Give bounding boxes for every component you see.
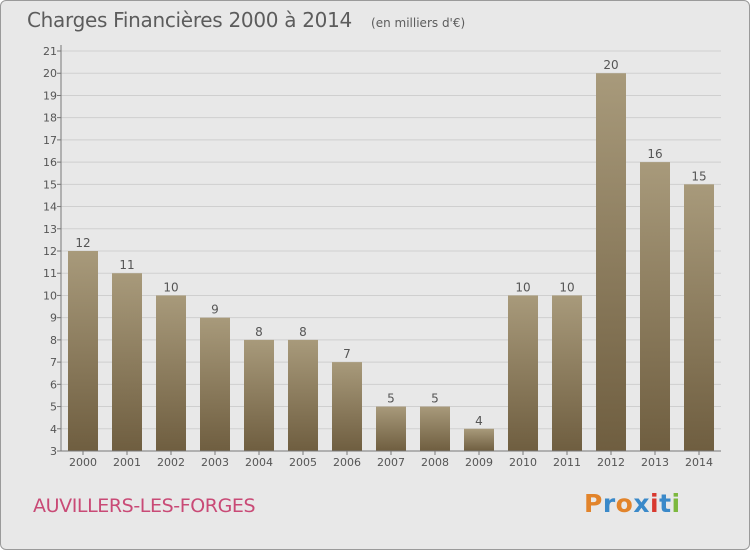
bar-value-label: 11 [119, 258, 134, 272]
bar [508, 295, 538, 451]
commune-name: AUVILLERS-LES-FORGES [33, 495, 256, 517]
bar-value-label: 9 [211, 303, 219, 317]
x-tick-label: 2005 [289, 456, 317, 469]
x-tick-label: 2001 [113, 456, 141, 469]
logo-letter: i [671, 489, 681, 518]
logo-letter: x [633, 489, 650, 518]
bar-value-label: 8 [299, 325, 307, 339]
logo-letter: t [659, 489, 672, 518]
logo-letter: i [650, 489, 660, 518]
y-tick-label: 18 [43, 112, 57, 125]
bar [332, 362, 362, 451]
x-tick-label: 2006 [333, 456, 361, 469]
y-tick-label: 19 [43, 89, 57, 102]
bar-value-label: 7 [343, 347, 351, 361]
bar [596, 73, 626, 451]
bar [376, 406, 406, 451]
bar [420, 406, 450, 451]
bar-value-label: 8 [255, 325, 263, 339]
y-tick-label: 9 [50, 312, 57, 325]
y-tick-label: 10 [43, 289, 57, 302]
bar [552, 295, 582, 451]
x-tick-label: 2008 [421, 456, 449, 469]
bar [68, 251, 98, 451]
x-tick-label: 2012 [597, 456, 625, 469]
title-bar: Charges Financières 2000 à 2014 (en mill… [27, 8, 465, 32]
y-tick-label: 13 [43, 223, 57, 236]
y-tick-label: 14 [43, 201, 57, 214]
x-tick-label: 2013 [641, 456, 669, 469]
y-tick-label: 16 [43, 156, 57, 169]
bar [244, 339, 274, 451]
chart-title: Charges Financières 2000 à 2014 [27, 8, 352, 32]
y-tick-label: 12 [43, 245, 57, 258]
x-tick-label: 2014 [685, 456, 713, 469]
y-tick-label: 15 [43, 178, 57, 191]
bar-value-label: 16 [647, 147, 662, 161]
bar-value-label: 12 [75, 236, 90, 250]
axes: 3 4 5 6 7 8 9 10 11 12 13 14 15 16 17 18 19 20 21 2000 2001 2… [43, 45, 721, 469]
y-tick-label: 21 [43, 45, 57, 58]
bar-value-label: 10 [515, 280, 530, 294]
bar [640, 162, 670, 451]
bar-value-label: 10 [559, 280, 574, 294]
bar-value-label: 15 [691, 169, 706, 183]
bars [68, 73, 714, 452]
logo-letter: r [602, 489, 616, 518]
bar [112, 273, 142, 451]
bar [200, 317, 230, 451]
y-tick-label: 20 [43, 67, 57, 80]
x-tick-label: 2003 [201, 456, 229, 469]
data-labels: 12 11 10 9 8 8 7 5 5 4 10 10 20 16 15 [75, 58, 706, 428]
bar [684, 184, 714, 452]
x-tick-label: 2002 [157, 456, 185, 469]
x-tick-label: 2009 [465, 456, 493, 469]
bar [464, 428, 494, 451]
x-tick-label: 2010 [509, 456, 537, 469]
x-tick-label: 2011 [553, 456, 581, 469]
logo-letter: P [584, 489, 603, 518]
bar [288, 339, 318, 451]
x-tick-label: 2004 [245, 456, 273, 469]
x-tick-label: 2000 [69, 456, 97, 469]
y-tick-label: 5 [50, 401, 57, 414]
y-tick-label: 3 [50, 445, 57, 458]
y-tick-label: 6 [50, 378, 57, 391]
y-tick-label: 11 [43, 267, 57, 280]
bar-value-label: 4 [475, 414, 483, 428]
bar [156, 295, 186, 451]
bar-value-label: 5 [387, 392, 395, 406]
logo-letter: o [615, 489, 634, 518]
chart-subtitle: (en milliers d'€) [371, 16, 466, 30]
bar-value-label: 20 [603, 58, 618, 72]
y-tick-label: 7 [50, 356, 57, 369]
bar-value-label: 5 [431, 392, 439, 406]
bar-value-label: 10 [163, 280, 178, 294]
y-tick-label: 4 [50, 423, 57, 436]
x-tick-label: 2007 [377, 456, 405, 469]
y-tick-label: 17 [43, 134, 57, 147]
proxiti-logo: Proxiti [584, 489, 681, 518]
y-tick-label: 8 [50, 334, 57, 347]
